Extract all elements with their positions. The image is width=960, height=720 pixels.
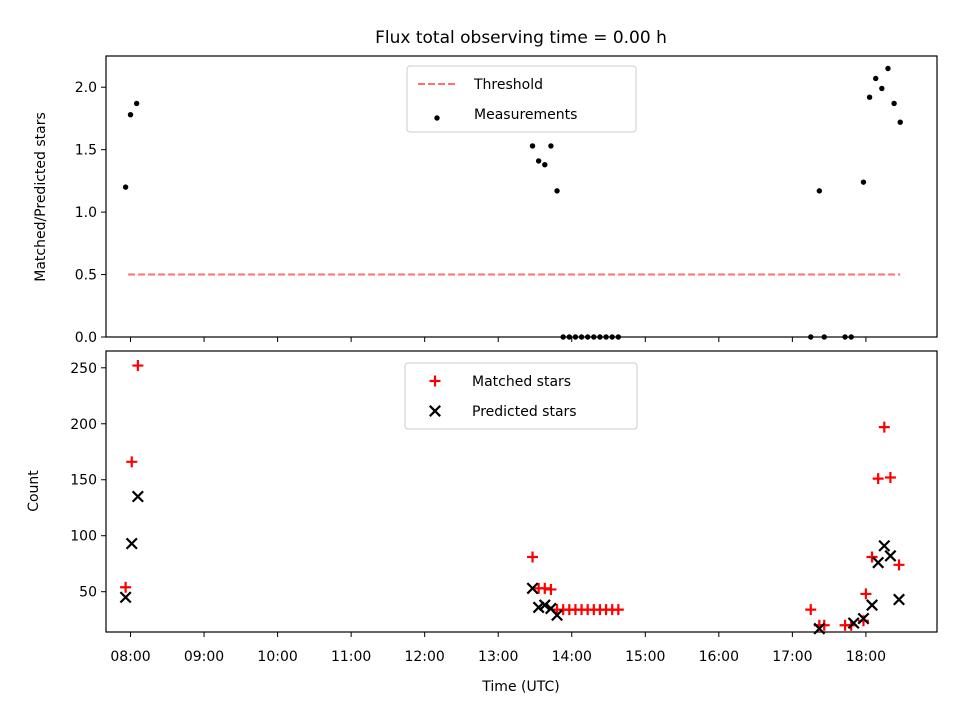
- measurement-point: [554, 188, 560, 194]
- matched-star-point: [132, 360, 144, 372]
- measurement-point: [542, 161, 548, 168]
- legend-measurement-swatch: [434, 115, 440, 121]
- predicted-star-point: [878, 539, 891, 552]
- matched-star-point: [120, 581, 132, 593]
- y-tick-label: 0.5: [75, 268, 97, 284]
- predicted-star-point: [866, 599, 879, 612]
- predicted-star-point: [847, 617, 860, 630]
- measurement-point: [860, 179, 867, 185]
- legend-box: [404, 362, 638, 430]
- x-tick-label: 10:00: [257, 649, 297, 665]
- x-tick-label: 15:00: [625, 649, 665, 665]
- predicted-star-point: [857, 612, 870, 625]
- predicted-star-point: [125, 537, 138, 550]
- predicted-star-point: [872, 556, 885, 569]
- matched-star-point: [857, 615, 869, 627]
- y-tick-label: 250: [70, 361, 97, 377]
- matched-star-point: [866, 551, 878, 563]
- legend-entry-label: Measurements: [474, 107, 577, 123]
- x-tick-label: 11:00: [331, 649, 371, 665]
- predicted-star-point: [884, 549, 897, 562]
- matched-star-point: [884, 472, 896, 484]
- measurement-point: [891, 100, 897, 107]
- measurement-point: [885, 65, 891, 72]
- x-tick-label: 08:00: [110, 649, 150, 665]
- measurement-point: [529, 143, 536, 149]
- matched-star-point: [527, 551, 539, 563]
- legend-entry-label: Predicted stars: [472, 404, 577, 420]
- x-tick-label: 17:00: [772, 649, 812, 665]
- x-tick-label: 09:00: [184, 649, 224, 665]
- matched-star-point: [878, 421, 890, 433]
- legend-predicted-swatch: [429, 405, 441, 417]
- plot-layer: 0.0 0.5 1.0 1.5 2.0 Threshold Measurements 50 10…: [70, 55, 938, 665]
- matched-star-point: [612, 604, 624, 616]
- x-tick-label: 12:00: [404, 649, 444, 665]
- top-plot-frame: [105, 55, 938, 338]
- y-tick-label: 1.0: [75, 205, 97, 221]
- bottom-y-axis-label: Count: [26, 470, 42, 512]
- top-legend: Threshold Measurements: [406, 65, 637, 133]
- predicted-star-point: [131, 490, 144, 503]
- legend-matched-swatch: [429, 375, 441, 387]
- y-tick-label: 150: [70, 473, 97, 489]
- matched-star-point: [126, 456, 138, 468]
- x-tick-label: 18:00: [846, 649, 886, 665]
- predicted-star-point: [526, 582, 539, 595]
- measurement-point: [873, 75, 879, 82]
- y-tick-label: 2.0: [75, 80, 97, 96]
- matched-star-point: [545, 583, 557, 595]
- measurement-point: [127, 111, 134, 118]
- measurement-point: [548, 143, 554, 149]
- bottom-legend: Matched stars Predicted stars: [404, 362, 638, 430]
- bottom-plot-frame: [105, 350, 938, 633]
- measurement-point: [816, 188, 823, 194]
- matched-star-point: [872, 473, 884, 485]
- y-tick-label: 100: [70, 529, 97, 545]
- legend-entry-label: Matched stars: [472, 374, 571, 390]
- legend-entry-label: Threshold: [473, 77, 543, 93]
- measurement-point: [133, 100, 140, 107]
- x-tick-label: 16:00: [699, 649, 739, 665]
- predicted-star-point: [119, 591, 132, 604]
- x-tick-label: 13:00: [478, 649, 518, 665]
- predicted-star-point: [538, 599, 551, 612]
- measurement-point: [535, 158, 542, 164]
- x-axis-label: Time (UTC): [481, 679, 559, 695]
- matched-star-point: [893, 559, 905, 571]
- y-tick-label: 50: [79, 585, 97, 601]
- x-tick-label: 14:00: [552, 649, 592, 665]
- legend-box: [406, 65, 637, 133]
- matched-star-point: [539, 582, 551, 594]
- top-y-axis-label: Matched/Predicted stars: [33, 112, 49, 282]
- measurement-point: [897, 119, 903, 125]
- measurement-point: [879, 85, 885, 92]
- predicted-star-point: [893, 593, 905, 606]
- y-tick-label: 200: [70, 417, 97, 433]
- matched-star-point: [805, 604, 817, 616]
- y-tick-label: 0.0: [75, 330, 97, 346]
- predicted-star-point: [551, 609, 564, 622]
- y-tick-label: 1.5: [75, 143, 97, 159]
- measurement-point: [122, 184, 129, 190]
- chart-title: Flux total observing time = 0.00 h: [375, 28, 667, 48]
- measurement-point: [866, 94, 873, 100]
- matched-star-point: [860, 588, 872, 600]
